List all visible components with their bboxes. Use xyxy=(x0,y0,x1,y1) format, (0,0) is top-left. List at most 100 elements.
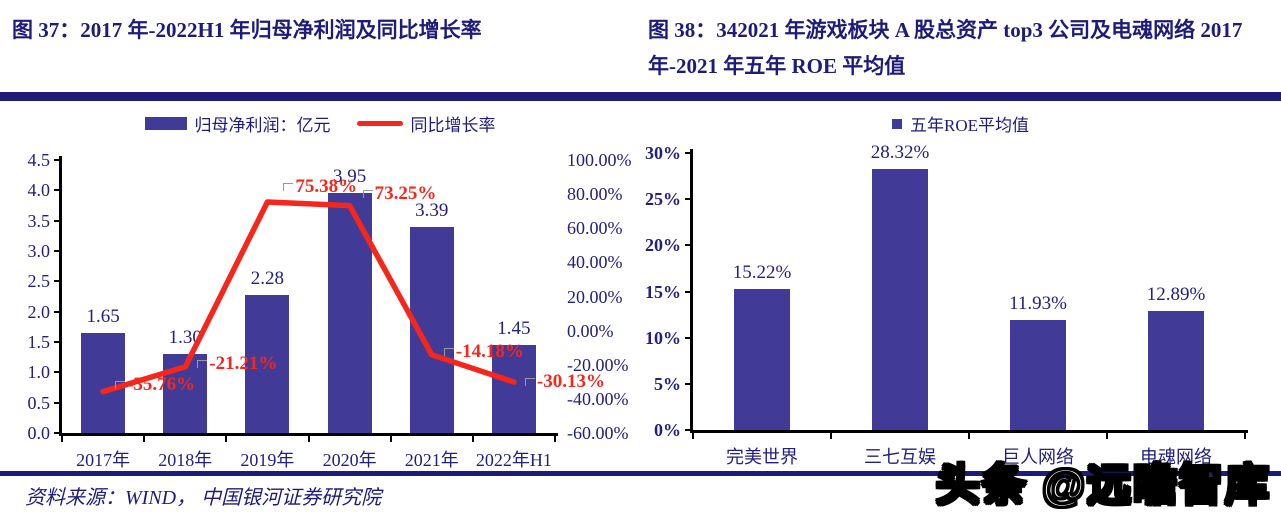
x-axis-category-label: 2020年 xyxy=(322,450,377,470)
leader-hook-icon xyxy=(524,378,535,387)
y-axis-tick-label: 2.5 xyxy=(27,271,51,292)
y-axis-tick-label: 20% xyxy=(645,235,681,256)
y-axis-tick xyxy=(685,198,693,201)
growth-value-text: -30.13% xyxy=(536,371,605,393)
leader-hook-icon xyxy=(362,189,373,198)
growth-value-text: 75.38% xyxy=(295,176,358,197)
secondary-y-axis-tick-label: 80.00% xyxy=(567,184,623,205)
legend-item-net-profit: 归母净利润：亿元 xyxy=(144,111,331,136)
leader-hook-icon xyxy=(283,183,294,191)
roe-bar xyxy=(734,289,790,430)
x-axis-tick xyxy=(389,436,392,442)
leader-hook-icon xyxy=(197,359,208,368)
x-axis-tick xyxy=(1244,433,1246,439)
x-axis-tick xyxy=(554,436,556,442)
chart-legend: 五年ROE平均值 xyxy=(640,111,1281,136)
x-axis-tick xyxy=(830,433,832,439)
y-axis-tick xyxy=(54,341,62,343)
roe-bar xyxy=(1148,310,1204,430)
x-axis-category-label: 电魂网络 xyxy=(1140,447,1212,467)
bar-value-label: 3.95 xyxy=(332,166,367,188)
x-axis-category-label: 完美世界 xyxy=(726,447,798,467)
growth-value-label: 73.25% xyxy=(362,182,437,205)
x-axis-category-label: 2018年 xyxy=(158,450,213,470)
y-axis-tick xyxy=(685,382,693,385)
growth-value-label: -30.13% xyxy=(524,371,605,393)
legend-label: 五年ROE平均值 xyxy=(910,116,1029,135)
y-axis-tick-label: 5% xyxy=(654,373,681,394)
source-note: 资料来源：WIND， 中国银河证券研究院 xyxy=(25,487,382,509)
bar-value-label: 12.89% xyxy=(1146,283,1206,305)
x-axis-line xyxy=(59,433,558,436)
secondary-y-axis-tick-label: -20.00% xyxy=(567,354,629,375)
secondary-y-axis-tick-label: 20.00% xyxy=(567,286,623,307)
secondary-y-axis-tick-label: 0.00% xyxy=(567,320,614,341)
y-axis-tick-label: 0.0 xyxy=(27,423,51,443)
y-axis-tick-label: 30% xyxy=(645,143,681,163)
y-axis-tick-label: 10% xyxy=(645,327,681,348)
y-axis-tick xyxy=(685,152,693,154)
y-axis-tick xyxy=(54,371,62,374)
y-axis-tick-label: 3.5 xyxy=(27,210,51,231)
bar-value-label: 28.32% xyxy=(870,141,930,163)
leader-hook-icon xyxy=(115,380,126,389)
x-axis-tick xyxy=(307,436,310,442)
y-axis-tick xyxy=(685,290,693,293)
secondary-y-axis-tick-label: 60.00% xyxy=(567,218,623,239)
growth-value-label: -14.18% xyxy=(443,340,524,363)
y-axis-tick-label: 2.0 xyxy=(27,301,51,322)
x-axis-tick xyxy=(61,436,63,442)
bottom-divider xyxy=(0,471,1281,476)
roe-chart: 五年ROE平均值 0% 5% 10% 15% 20% 25% 30% 15.22% 完美世界 28.… xyxy=(640,105,1281,467)
x-axis-category-label: 三七互娱 xyxy=(864,447,936,467)
figure37-title: 图 37：2017 年-2022H1 年归母净利润及同比增长率 xyxy=(12,18,482,42)
y-axis-tick-label: 0% xyxy=(654,420,681,440)
y-axis-tick-label: 4.0 xyxy=(27,180,51,201)
x-axis-tick xyxy=(471,436,474,442)
y-axis-tick-label: 1.5 xyxy=(27,332,51,352)
bar-value-label: 11.93% xyxy=(1009,292,1067,314)
y-axis-tick xyxy=(54,250,62,252)
growth-value-text: -35.76% xyxy=(127,373,196,395)
legend-item-growth-rate: 同比增长率 xyxy=(356,111,496,136)
x-axis-category-label: 2021年 xyxy=(404,450,459,470)
legend-label: 同比增长率 xyxy=(410,116,496,135)
y-axis-tick-label: 25% xyxy=(645,189,681,210)
growth-value-label: 75.38% xyxy=(283,176,357,198)
y-axis-tick xyxy=(685,244,693,247)
growth-value-text: -21.21% xyxy=(209,352,278,374)
y-axis-tick xyxy=(54,310,62,313)
bar-value-label: 1.30 xyxy=(168,327,202,349)
legend-item-roe: 五年ROE平均值 xyxy=(892,111,1029,136)
net-profit-chart: 归母净利润：亿元 同比增长率 0.0 0.5 1.0 1.5 2.0 2.5 3.0 3.5 4.0… xyxy=(0,105,640,470)
growth-value-text: -14.18% xyxy=(455,340,524,362)
x-axis-category-label: 2017年 xyxy=(76,450,131,470)
chart-legend: 归母净利润：亿元 同比增长率 xyxy=(0,111,640,136)
y-axis-tick-label: 4.5 xyxy=(27,150,51,170)
y-axis-tick xyxy=(685,429,693,431)
y-axis-tick xyxy=(685,336,693,339)
secondary-y-axis-tick-label: 100.00% xyxy=(567,150,632,170)
y-axis-tick-label: 1.0 xyxy=(27,362,51,383)
bar-value-label: 15.22% xyxy=(732,262,792,284)
y-axis-tick-label: 0.5 xyxy=(27,392,51,413)
y-axis-tick xyxy=(54,432,62,434)
growth-value-label: -35.76% xyxy=(115,374,195,396)
bar-value-label: 2.28 xyxy=(250,267,285,289)
y-axis-tick xyxy=(54,401,62,404)
secondary-y-axis-tick-label: -60.00% xyxy=(567,423,629,443)
roe-bar xyxy=(1010,319,1066,430)
x-axis-category-label: 2022年H1 xyxy=(475,450,552,470)
x-axis-category-label: 巨人网络 xyxy=(1002,447,1074,467)
x-axis-category-label: 2019年 xyxy=(240,450,295,470)
net-profit-bar xyxy=(327,193,372,433)
secondary-y-axis-tick-label: 40.00% xyxy=(567,252,623,273)
y-axis-tick xyxy=(54,189,62,192)
bar-value-label: 1.45 xyxy=(497,318,531,340)
x-axis-tick xyxy=(968,433,970,439)
legend-label: 归母净利润：亿元 xyxy=(194,116,331,135)
growth-value-text: 73.25% xyxy=(374,182,437,204)
y-axis-tick xyxy=(54,219,62,222)
x-axis-tick xyxy=(1106,433,1108,439)
